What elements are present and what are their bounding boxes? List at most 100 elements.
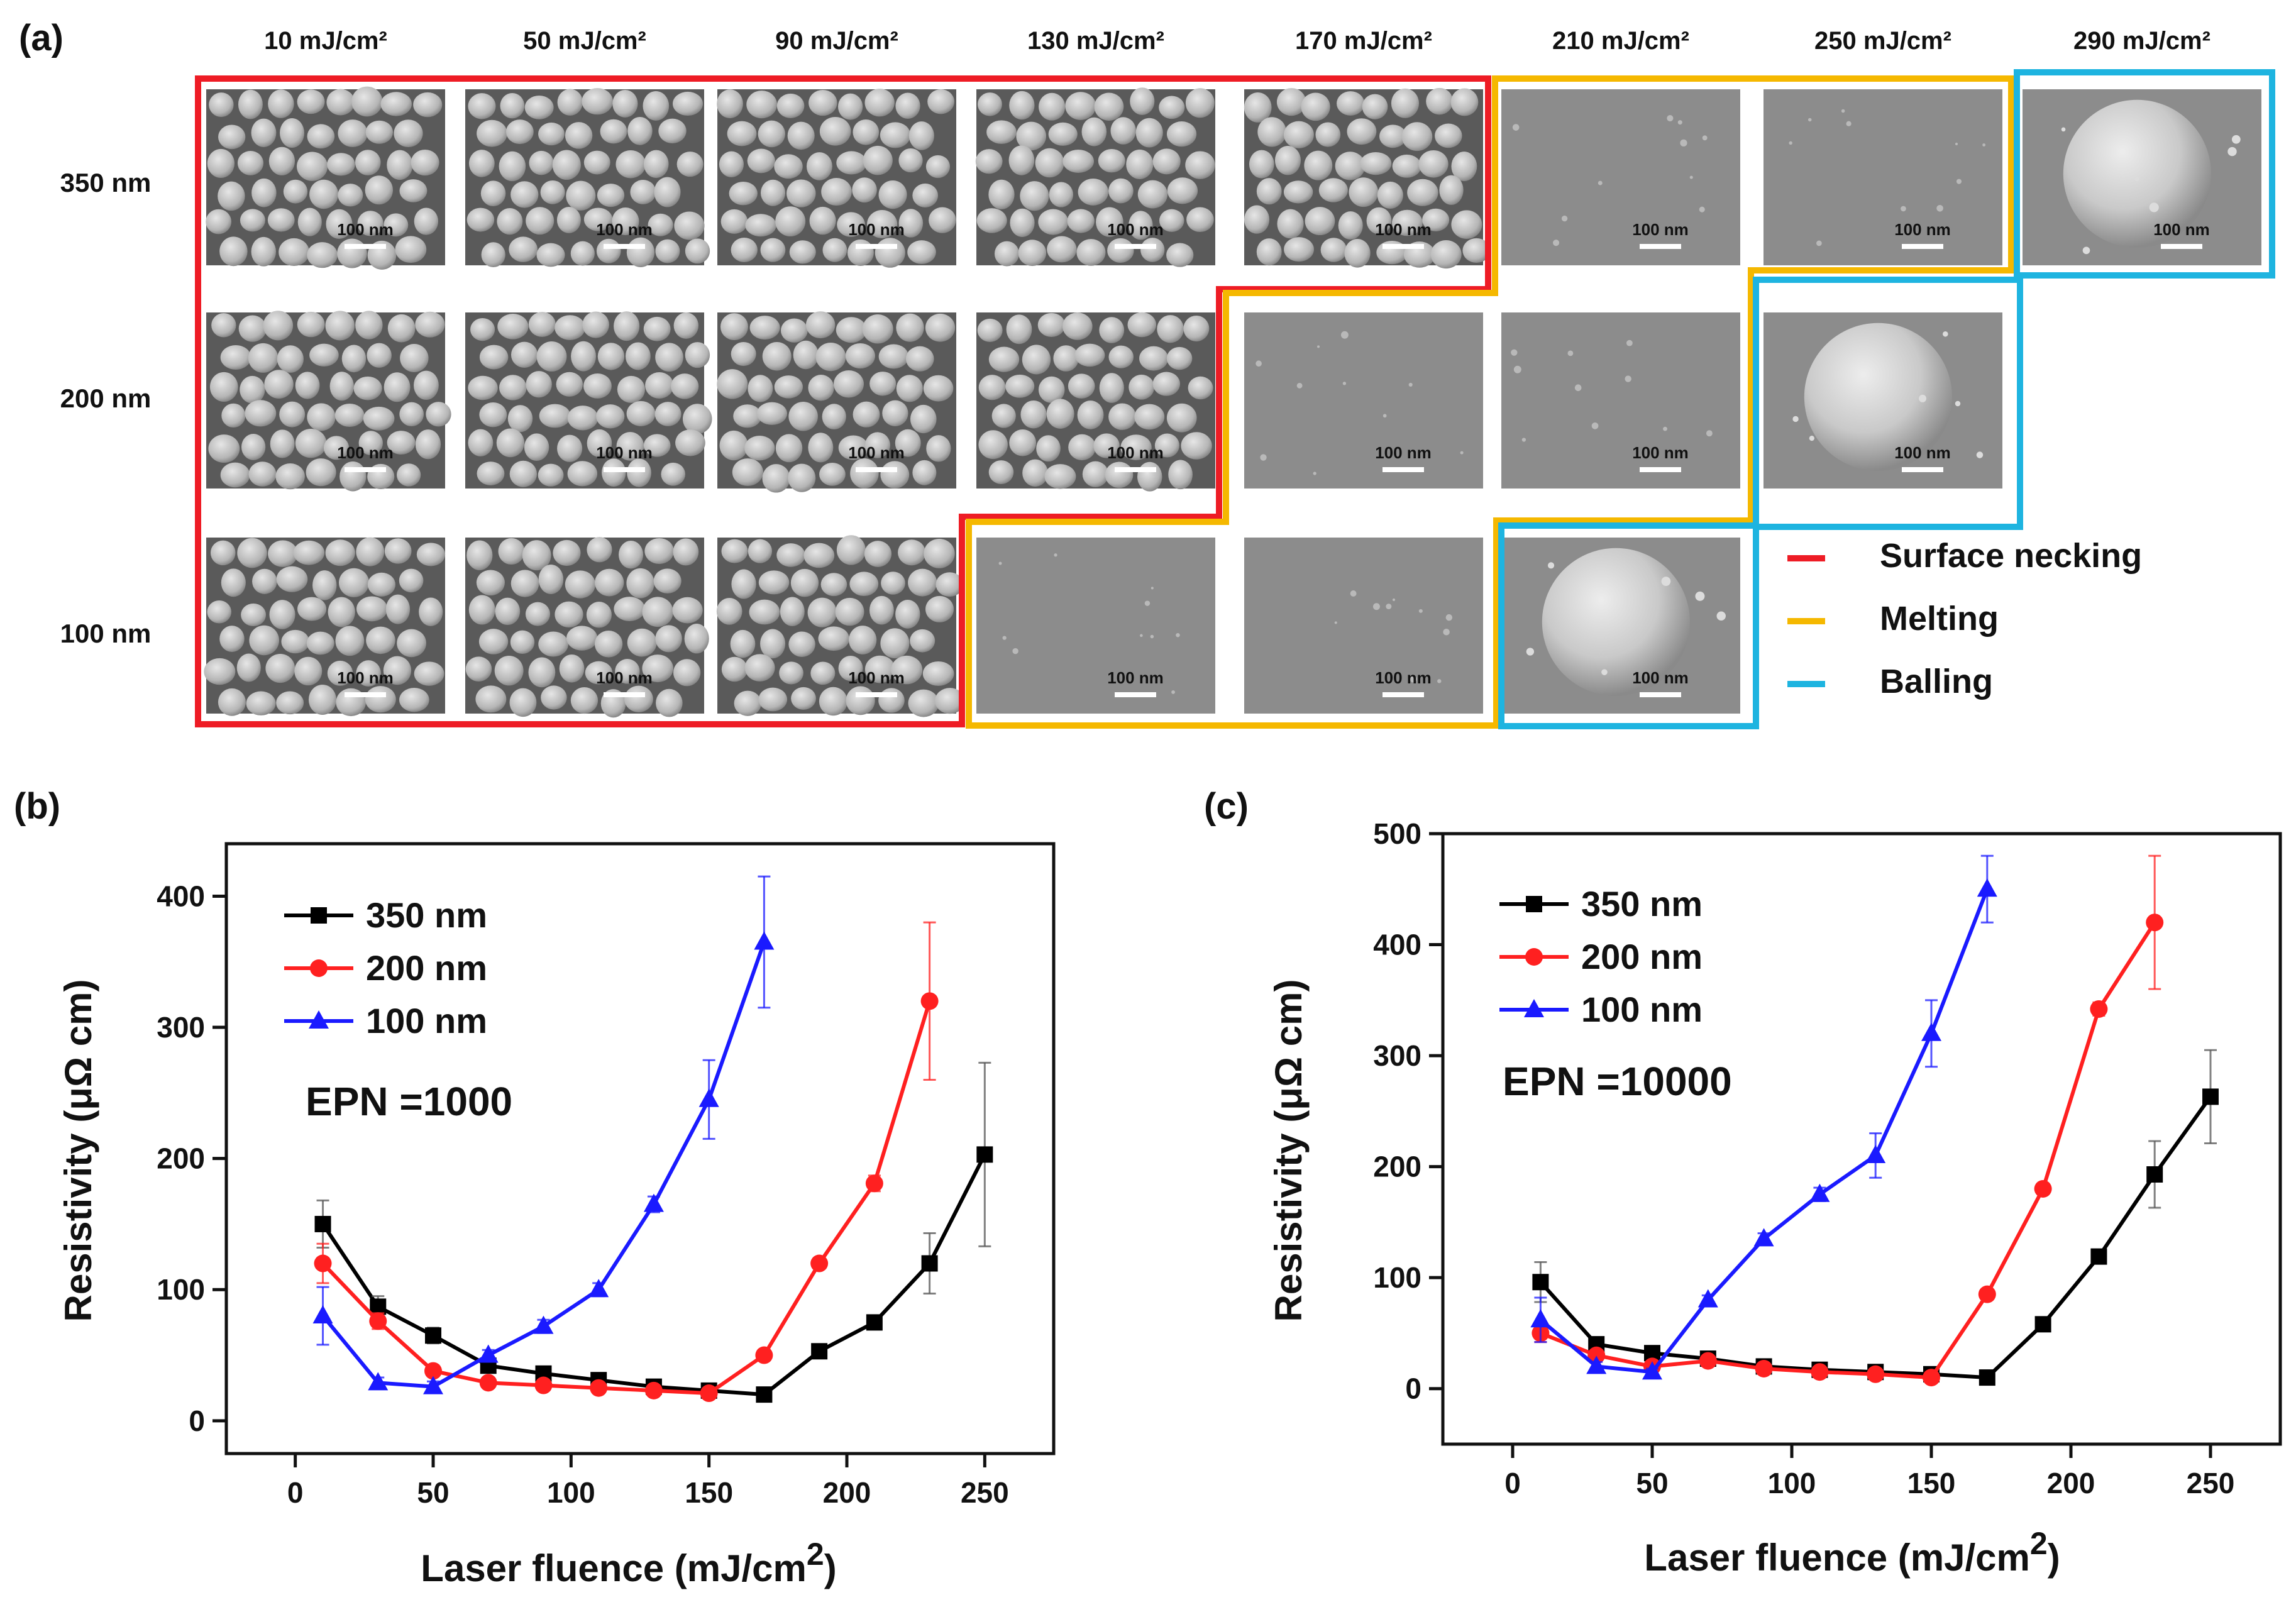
sem-speck: [1443, 628, 1450, 636]
sem-grain: [583, 150, 610, 175]
sem-grain: [1047, 236, 1077, 263]
sem-grain: [615, 150, 646, 179]
scale-bar: [1115, 692, 1156, 697]
sem-grain: [626, 568, 654, 599]
series-line: [321, 1000, 932, 1396]
sem-grain: [1008, 145, 1035, 175]
sem-grain: [557, 434, 583, 462]
scale-bar: [856, 244, 897, 249]
data-point: [1811, 1363, 1829, 1381]
sem-grain: [717, 89, 743, 119]
sem-image: 100 nm: [1244, 87, 1491, 269]
sem-grain: [731, 237, 758, 262]
sem-image: 100 nm: [1501, 312, 1740, 489]
sem-grain: [815, 342, 846, 372]
sem-grain: [338, 184, 363, 207]
sem-grain: [538, 463, 564, 487]
sem-droplet: [1601, 669, 1608, 675]
sem-speck: [1521, 438, 1526, 442]
x-axis-label-close: ): [824, 1547, 837, 1589]
scale-bar: [604, 467, 645, 472]
sem-grain: [975, 149, 1003, 174]
scale-bar-label: 100 nm: [1375, 443, 1432, 462]
sem-image: 100 nm: [717, 311, 956, 493]
scale-bar: [1902, 244, 1943, 249]
sem-grain: [1035, 148, 1064, 178]
sem-grain: [847, 239, 874, 266]
sem-grain: [499, 151, 526, 182]
sem-grain: [675, 429, 705, 456]
sem-grain: [630, 179, 656, 204]
data-point: [643, 1193, 664, 1212]
sem-grain: [671, 373, 699, 399]
sem-grain: [684, 624, 709, 654]
sem-grain: [335, 626, 365, 656]
sem-grain: [263, 311, 294, 341]
sem-grain: [270, 429, 295, 458]
sem-grain: [1082, 461, 1109, 487]
sem-grain: [246, 691, 276, 715]
sem-grain: [307, 403, 336, 431]
sem-grain: [776, 543, 805, 567]
sem-grain: [553, 539, 581, 566]
sem-background: [1244, 538, 1483, 714]
sem-grain: [869, 372, 897, 396]
sem-grain: [306, 631, 334, 655]
data-point: [314, 1215, 331, 1232]
scale-bar: [604, 692, 645, 697]
sem-speck: [1418, 609, 1423, 613]
sem-grain: [1439, 175, 1464, 205]
data-point: [810, 1254, 829, 1272]
sem-grain: [727, 121, 757, 146]
sem-grain: [596, 404, 625, 429]
sem-grain: [822, 404, 846, 430]
sem-droplet: [2149, 202, 2159, 213]
sem-grain: [559, 654, 585, 683]
y-tick-label: 400: [157, 880, 205, 912]
sem-grain: [836, 151, 867, 175]
sem-grain: [867, 210, 898, 238]
sem-grain: [210, 540, 236, 566]
sem-grain: [749, 316, 780, 340]
sem-grain: [293, 540, 325, 565]
sem-image: 100 nm: [716, 535, 965, 717]
sem-grain: [1067, 209, 1095, 233]
sem-grain: [1320, 238, 1347, 262]
sem-grain: [413, 92, 443, 118]
balling-border: [1498, 522, 1759, 729]
sem-grain: [323, 436, 350, 460]
sem-droplet: [1526, 648, 1535, 656]
sem-grain: [583, 207, 613, 231]
sem-droplet: [1918, 394, 1927, 402]
sem-image: 100 nm: [1763, 312, 2002, 489]
sem-grain: [600, 119, 627, 144]
sem-grain: [852, 177, 877, 203]
sem-grain: [676, 152, 704, 177]
sem-grain: [898, 539, 926, 566]
sem-grain: [269, 600, 295, 629]
sem-grain: [341, 345, 367, 373]
data-point: [644, 1381, 663, 1399]
sem-grain: [719, 151, 744, 177]
scale-bar: [1383, 467, 1424, 472]
sem-background: [1501, 312, 1740, 489]
y-tick-label: 200: [1373, 1151, 1421, 1183]
sem-speck: [1054, 553, 1057, 557]
sem-grain: [325, 539, 355, 566]
legend-label: Balling: [1880, 663, 1993, 700]
fluence-header: 210 mJ/cm²: [1552, 27, 1689, 55]
sem-grain: [1062, 312, 1093, 340]
fluence-header: 130 mJ/cm²: [1027, 27, 1164, 55]
legend-label: 200 nm: [366, 948, 487, 988]
sem-grain: [822, 238, 847, 262]
sem-grain: [898, 148, 923, 173]
scale-bar-label: 100 nm: [2153, 220, 2210, 239]
sem-grain: [862, 314, 893, 344]
sem-grain: [268, 540, 298, 567]
sem-grain: [864, 89, 895, 117]
sem-grain: [363, 406, 395, 431]
fluence-header: 170 mJ/cm²: [1295, 27, 1432, 55]
sem-grain: [875, 238, 905, 268]
sem-grain: [594, 630, 623, 658]
sem-grain: [756, 402, 787, 425]
